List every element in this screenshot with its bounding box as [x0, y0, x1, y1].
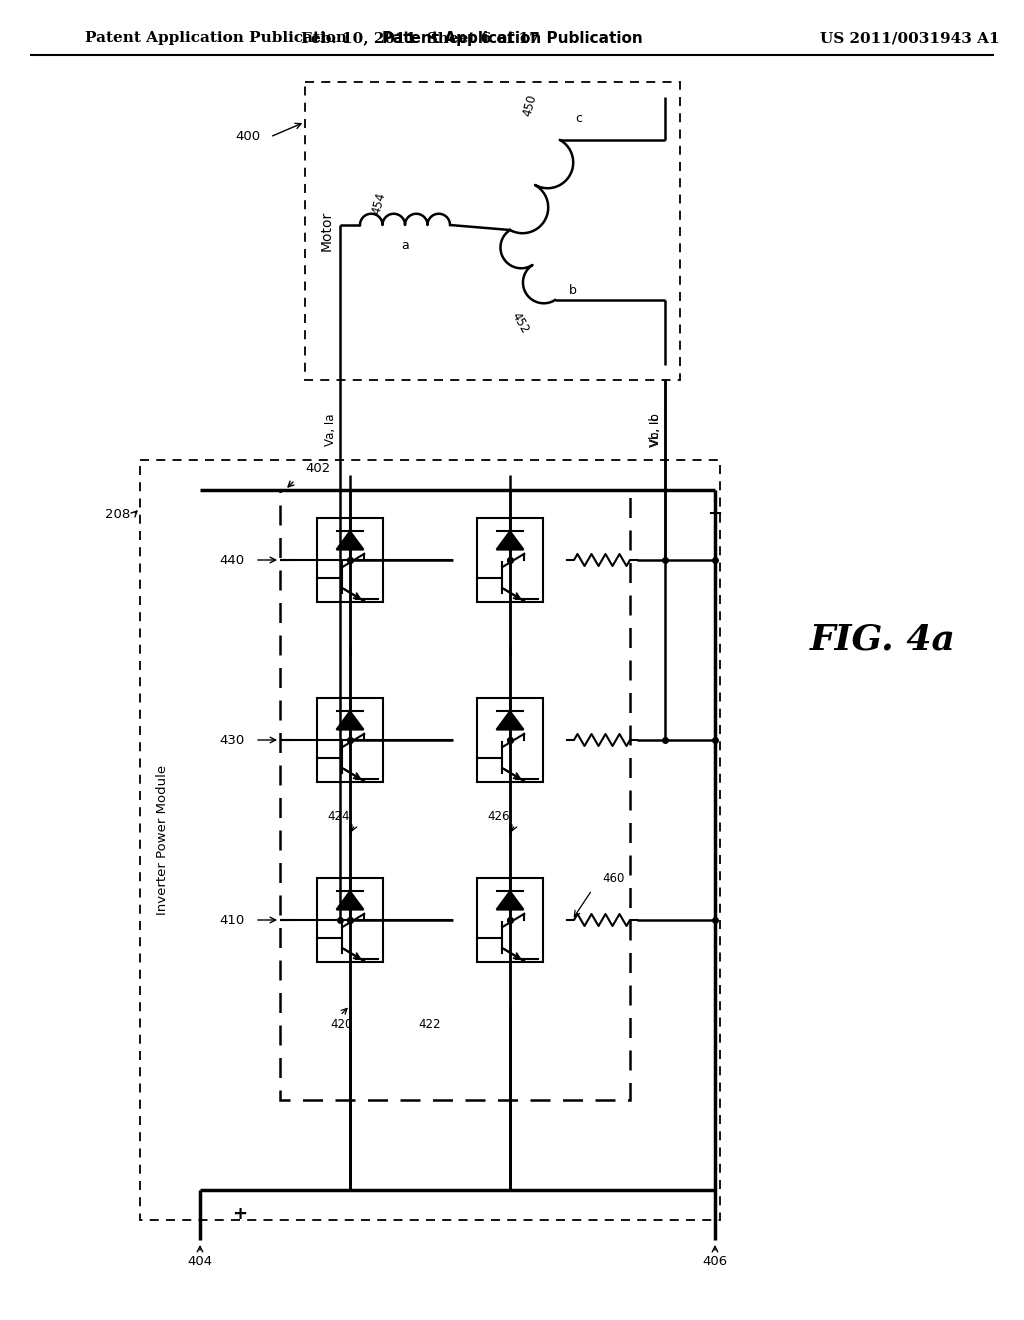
Text: 410: 410 [220, 913, 245, 927]
Text: 454: 454 [370, 190, 388, 215]
Text: FIG. 4a: FIG. 4a [810, 623, 955, 657]
Text: 426: 426 [487, 809, 510, 822]
Text: 430: 430 [220, 734, 245, 747]
Text: Patent Application Publication: Patent Application Publication [85, 30, 347, 45]
Polygon shape [337, 891, 364, 909]
Text: c: c [575, 112, 582, 125]
Polygon shape [337, 532, 364, 549]
Text: 424: 424 [328, 809, 350, 822]
Text: 422: 422 [419, 1018, 441, 1031]
Text: −: − [708, 506, 723, 523]
Bar [280, 490, 630, 1100]
Bar [317, 519, 383, 602]
Text: +: + [232, 1205, 248, 1224]
Text: 450: 450 [521, 92, 540, 117]
Text: a: a [401, 239, 409, 252]
Polygon shape [497, 532, 523, 549]
Text: US 2011/0031943 A1: US 2011/0031943 A1 [820, 30, 999, 45]
Bar [477, 698, 543, 781]
Text: 440: 440 [220, 553, 245, 566]
Polygon shape [497, 711, 523, 730]
Text: b: b [569, 284, 577, 297]
Bar [317, 698, 383, 781]
Text: Motor: Motor [319, 211, 334, 251]
Bar [140, 459, 720, 1220]
Bar [477, 519, 543, 602]
Text: 400: 400 [234, 131, 260, 144]
Text: 208: 208 [104, 508, 130, 521]
Text: Va, Ia: Va, Ia [324, 413, 337, 446]
Text: Vb, Ib: Vb, Ib [649, 413, 662, 447]
Text: 406: 406 [702, 1255, 728, 1269]
Bar [477, 878, 543, 962]
Text: 402: 402 [305, 462, 331, 475]
Text: 452: 452 [509, 310, 531, 335]
Text: 460: 460 [602, 873, 625, 884]
Text: 420: 420 [330, 1018, 352, 1031]
Bar [317, 878, 383, 962]
Polygon shape [337, 711, 364, 730]
Text: Patent Application Publication: Patent Application Publication [382, 30, 642, 45]
Text: 404: 404 [187, 1255, 213, 1269]
Text: Feb. 10, 2011  Sheet 6 of 17: Feb. 10, 2011 Sheet 6 of 17 [301, 30, 540, 45]
Text: Vc, Ic: Vc, Ic [649, 414, 662, 446]
Bar [305, 82, 680, 380]
Polygon shape [497, 891, 523, 909]
Text: Inverter Power Module: Inverter Power Module [156, 764, 169, 915]
